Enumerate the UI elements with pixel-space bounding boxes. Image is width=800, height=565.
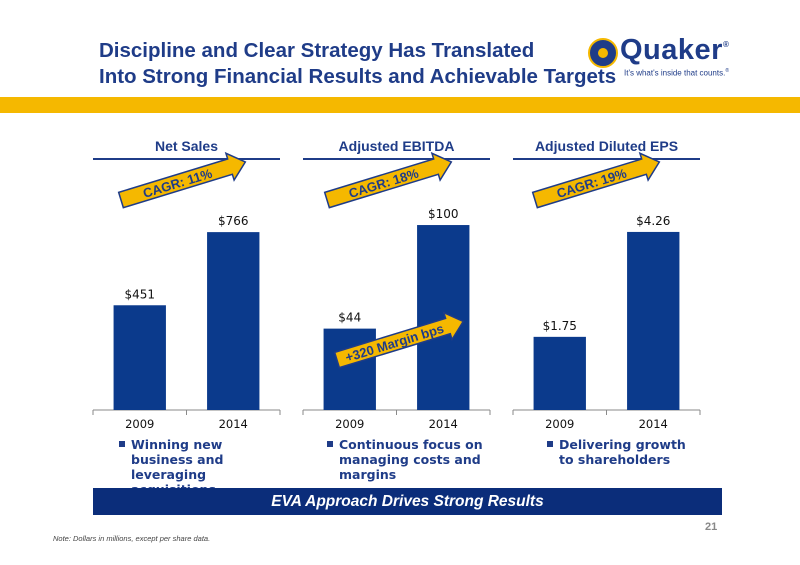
x-tick-label-2014: 2014 [429,417,458,431]
data-label-2014: $766 [218,214,249,228]
data-label-2014: $100 [428,207,459,221]
cagr-label: CAGR: 11% [141,165,214,200]
quaker-logo-mark-icon [588,38,618,68]
quaker-logo: Quaker® It's what's inside that counts.® [588,34,730,86]
cagr-arrow: CAGR: 19% [531,151,661,209]
net-sales-title: Net Sales [154,138,219,154]
ebitda-bullet: Continuous focus on managing costs and m… [327,437,487,482]
bar-2009 [533,336,586,410]
data-label-2014: $4.26 [636,214,670,228]
bullet-square-icon [327,441,333,447]
slide-title: Discipline and Clear Strategy Has Transl… [99,38,616,90]
margin-bps-arrow-shape [333,311,465,369]
net-sales-title-rule [93,158,280,160]
cagr-arrow-shape [531,151,661,209]
slide-title-line-1: Discipline and Clear Strategy Has Transl… [99,39,535,62]
eps-bullet: Delivering growth to shareholders [547,437,697,467]
bar-2014 [627,231,680,410]
bar-2009 [113,305,166,410]
header-accent-band [0,97,800,113]
ebitda-title-rule [303,158,490,160]
bar-2014 [417,225,470,410]
ebitda-panel: Adjusted EBITDA $44 2009 $100 2014 CAGR: 18%… [302,138,491,488]
bar-2014 [207,232,260,410]
net-sales-panel: Net Sales $451 2009 $766 2014 CAGR: 11% Winn… [92,138,281,497]
page-number: 21 [705,521,718,533]
quaker-tagline-mark: ® [725,68,730,74]
quaker-registered-mark: ® [722,40,730,49]
cagr-arrow-shape [323,151,453,209]
x-tick-label-2009: 2009 [335,417,364,431]
ebitda-title: Adjusted EBITDA [338,138,455,154]
bar-2009 [323,328,376,410]
eva-banner: EVA Approach Drives Strong Results [93,488,722,515]
quaker-wordmark: Quaker [620,34,723,66]
x-tick-label-2014: 2014 [639,417,668,431]
footnote: Note: Dollars in millions, except per sh… [53,534,211,543]
data-label-2009: $44 [338,311,361,325]
cagr-arrow: CAGR: 18% [323,151,453,209]
cagr-arrow-shape [117,151,247,209]
cagr-arrow: CAGR: 11% [117,151,247,209]
x-tick-label-2014: 2014 [219,417,248,431]
net-sales-chart: $451 2009 $766 2014 CAGR: 11% [92,151,281,431]
eps-title: Adjusted Diluted EPS [534,138,679,154]
x-tick-label-2009: 2009 [545,417,574,431]
bullet-square-icon [547,441,553,447]
slide-title-line-2: Into Strong Financial Results and Achiev… [99,65,617,88]
x-tick-label-2009: 2009 [125,417,154,431]
data-label-2009: $451 [124,287,155,301]
eps-title-rule [513,158,700,160]
ebitda-bullet-text: Continuous focus on managing costs and m… [339,437,483,482]
quaker-tagline: It's what's inside that counts. [624,68,726,78]
data-label-2009: $1.75 [543,319,577,333]
bullet-square-icon [119,441,125,447]
eps-bullet-text: Delivering growth to shareholders [559,437,686,467]
eps-chart: $1.75 2009 $4.26 2014 CAGR: 19% [512,151,701,431]
eps-panel: Adjusted Diluted EPS $1.75 2009 $4.26 2014 C… [512,138,701,488]
